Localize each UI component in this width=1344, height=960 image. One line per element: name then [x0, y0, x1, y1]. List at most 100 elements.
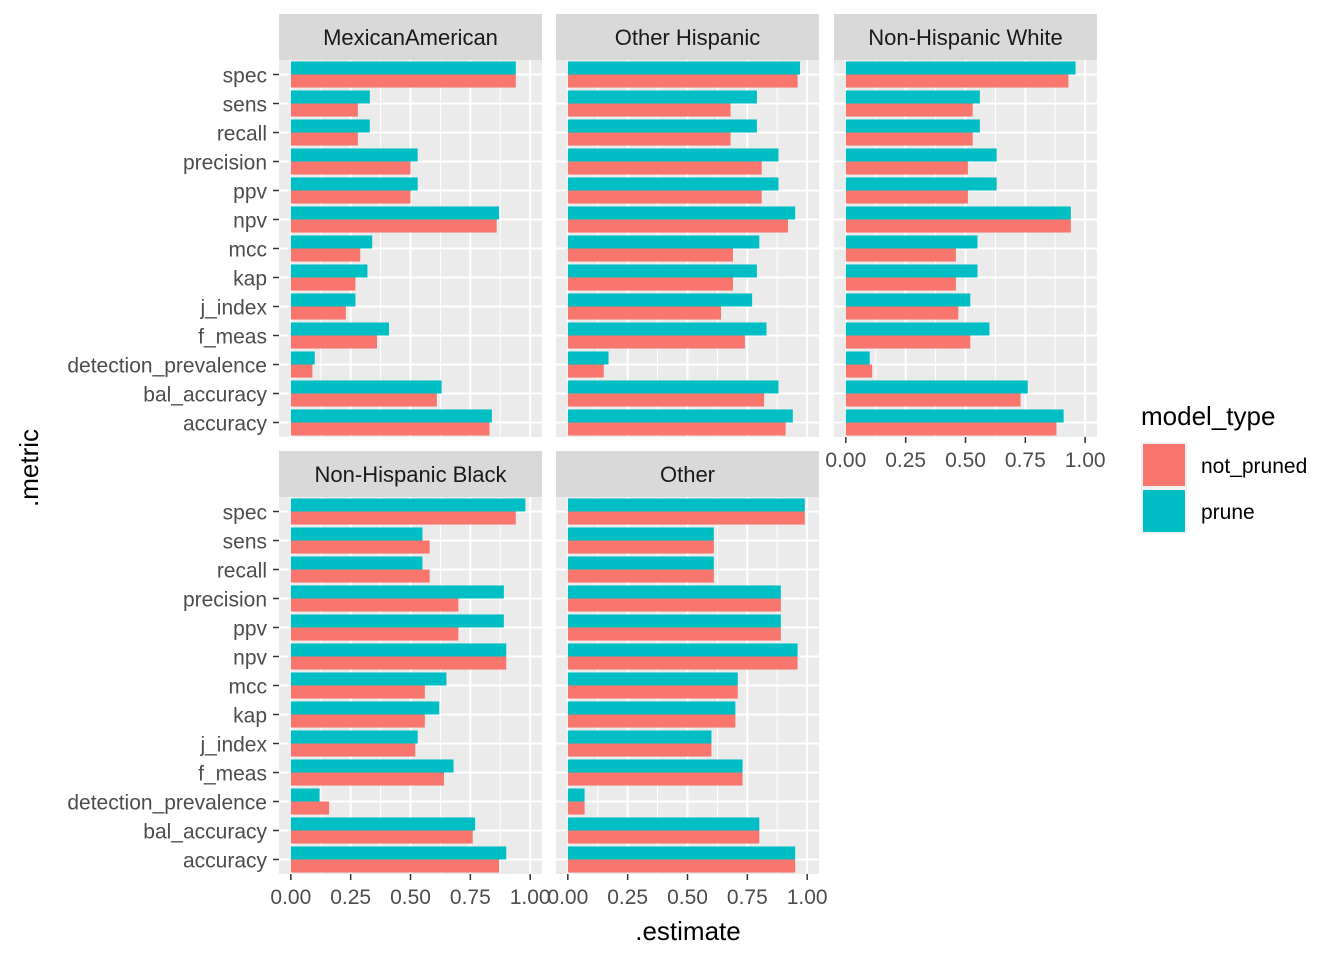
bar-prune-precision [290, 148, 418, 162]
y-tick-label: precision [183, 589, 267, 612]
x-tick-label: 0.25 [607, 886, 648, 909]
bar-prune-kap [845, 264, 978, 278]
x-tick-label: 0.00 [270, 886, 311, 909]
bar-prune-detection-prevalence [567, 788, 585, 802]
bar-not-pruned-j-index [567, 306, 722, 320]
bar-prune-spec [567, 498, 805, 512]
bar-not-pruned-j-index [567, 743, 712, 757]
bar-prune-accuracy [567, 409, 793, 423]
x-axis-title: .estimate [635, 916, 741, 946]
x-tick-label: 0.25 [885, 449, 926, 472]
bar-not-pruned-precision [290, 161, 411, 175]
bar-not-pruned-npv [567, 656, 798, 670]
facet-title: Non-Hispanic White [868, 25, 1062, 50]
facet-title: Non-Hispanic Black [315, 462, 508, 487]
bar-prune-spec [290, 498, 526, 512]
x-tick-label: 1.00 [787, 886, 828, 909]
bar-prune-ppv [845, 177, 997, 191]
facet-strip [279, 451, 542, 497]
bar-not-pruned-bal-accuracy [290, 830, 473, 844]
bar-prune-mcc [567, 672, 738, 686]
bar-prune-sens [845, 90, 980, 104]
bar-prune-ppv [567, 614, 781, 628]
bar-prune-precision [567, 148, 779, 162]
bar-prune-npv [845, 206, 1071, 220]
bar-not-pruned-detection-prevalence [845, 364, 873, 378]
bar-not-pruned-spec [567, 511, 805, 525]
bar-prune-precision [845, 148, 997, 162]
bar-not-pruned-recall [567, 569, 714, 583]
bar-not-pruned-ppv [845, 190, 968, 204]
bar-not-pruned-recall [290, 569, 430, 583]
y-tick-label: f_meas [198, 326, 267, 349]
y-tick-label: mcc [229, 676, 268, 699]
bar-prune-recall [290, 556, 423, 570]
bar-not-pruned-precision [567, 598, 781, 612]
bar-not-pruned-sens [567, 540, 714, 554]
y-tick-label: detection_prevalence [67, 355, 267, 378]
bar-prune-precision [290, 585, 504, 599]
bar-not-pruned-mcc [290, 685, 425, 699]
bar-not-pruned-recall [567, 132, 731, 146]
legend-swatch-prune [1143, 490, 1185, 532]
bar-prune-ppv [567, 177, 779, 191]
y-tick-label: detection_prevalence [67, 792, 267, 815]
bar-not-pruned-accuracy [567, 422, 786, 436]
panel-other-hispanic: Other Hispanic [556, 14, 819, 437]
bar-prune-f-meas [845, 322, 990, 336]
bar-not-pruned-f-meas [845, 335, 971, 349]
bar-not-pruned-precision [845, 161, 968, 175]
bar-not-pruned-recall [290, 132, 358, 146]
y-tick-label: kap [233, 268, 267, 291]
y-tick-label: ppv [233, 181, 267, 204]
x-tick-label: 0.50 [390, 886, 431, 909]
bar-not-pruned-f-meas [290, 772, 445, 786]
bar-not-pruned-kap [567, 714, 736, 728]
bar-prune-accuracy [845, 409, 1064, 423]
bar-prune-j-index [845, 293, 971, 307]
legend-label-prune: prune [1201, 501, 1255, 524]
bar-not-pruned-bal-accuracy [567, 393, 765, 407]
bar-prune-detection-prevalence [845, 351, 870, 365]
bar-prune-ppv [290, 614, 504, 628]
bar-prune-j-index [567, 293, 753, 307]
legend-swatch-not-pruned [1143, 444, 1185, 486]
bar-not-pruned-bal-accuracy [290, 393, 437, 407]
panel-other: Other 0.00 0.25 0.50 0.75 1.00 [547, 451, 828, 909]
bar-not-pruned-recall [845, 132, 973, 146]
bar-not-pruned-npv [290, 656, 507, 670]
x-tick-label: 0.00 [547, 886, 588, 909]
x-tick-label: 1.00 [510, 886, 551, 909]
bar-prune-precision [567, 585, 781, 599]
bar-prune-bal-accuracy [567, 380, 779, 394]
panel-non-hispanic-black: Non-Hispanic Black spec sens recall precisio… [67, 451, 551, 909]
y-tick-label: mcc [229, 239, 268, 262]
bar-prune-recall [845, 119, 980, 133]
bar-prune-bal-accuracy [845, 380, 1028, 394]
bar-not-pruned-precision [567, 161, 762, 175]
bar-not-pruned-kap [290, 714, 425, 728]
facet-strip [834, 14, 1097, 60]
bar-prune-j-index [290, 730, 418, 744]
bar-prune-ppv [290, 177, 418, 191]
facet-strip [279, 14, 542, 60]
bar-not-pruned-ppv [290, 190, 411, 204]
bar-prune-sens [290, 90, 370, 104]
bar-prune-mcc [845, 235, 978, 249]
bar-prune-f-meas [290, 322, 389, 336]
bar-not-pruned-mcc [567, 248, 733, 262]
x-tick-label: 1.00 [1065, 449, 1106, 472]
x-tick-label: 0.75 [450, 886, 491, 909]
bar-not-pruned-npv [290, 219, 497, 233]
facet-strip [556, 14, 819, 60]
bar-not-pruned-detection-prevalence [567, 801, 585, 815]
bar-not-pruned-spec [567, 74, 798, 88]
bar-prune-mcc [290, 672, 447, 686]
y-tick-label: ppv [233, 618, 267, 641]
bar-prune-npv [567, 643, 798, 657]
bar-not-pruned-accuracy [567, 859, 796, 873]
y-tick-label: spec [223, 502, 267, 525]
x-tick-label: 0.00 [825, 449, 866, 472]
bar-not-pruned-bal-accuracy [567, 830, 760, 844]
